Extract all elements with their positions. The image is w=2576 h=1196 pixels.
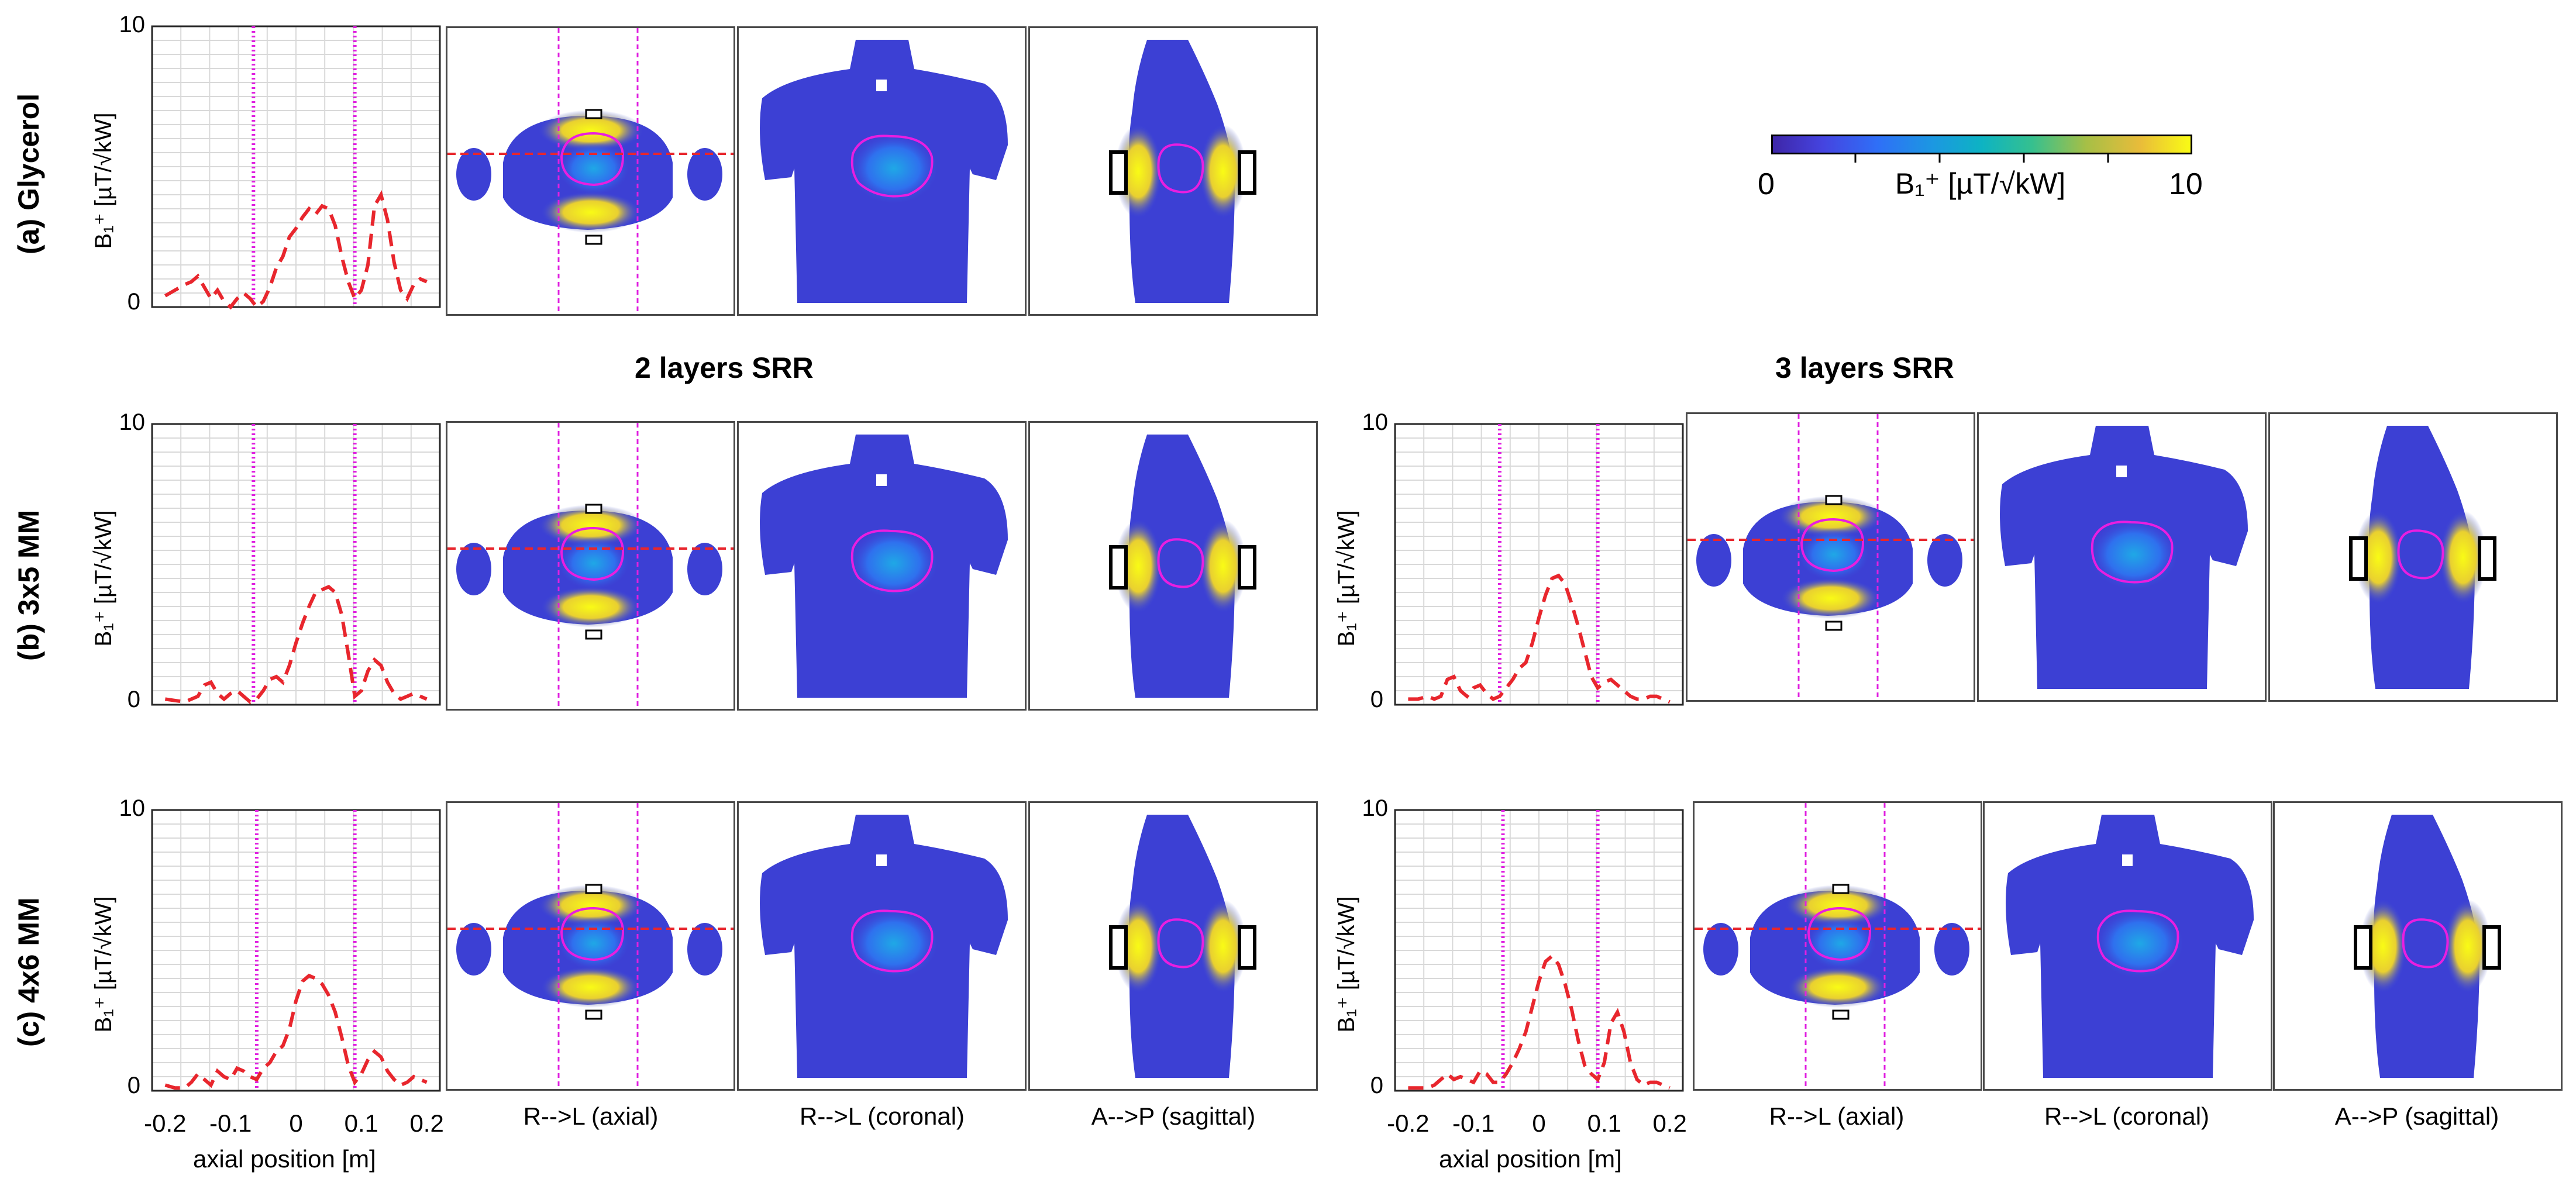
axial-map-3x5-3layers — [1686, 412, 1975, 702]
coronal-map-glycerol — [737, 26, 1027, 316]
profile-line — [164, 584, 428, 704]
colorbar-label: B₁⁺ [µT/√kW] — [1895, 167, 2066, 200]
profile-plot-3x5-3layers: 0 10 B₁⁺ [µT/√kW] — [1319, 409, 1693, 714]
sagittal-map-4x6-2layers — [1028, 801, 1318, 1091]
section-title-2-layers: 2 layers SRR — [635, 351, 814, 384]
coronal-picture — [2000, 426, 2248, 689]
grid — [1395, 424, 1683, 705]
profile-plot-4x6-2layers: 0 10 B₁⁺ [µT/√kW] -0.2 -0.1 0 0.1 0.2 — [76, 795, 450, 1137]
xtick-label: 0.2 — [1652, 1109, 1686, 1137]
ylabel: B₁⁺ [µT/√kW] — [1334, 511, 1359, 647]
xlabel-3layers: axial position [m] — [1439, 1145, 1622, 1173]
axial-picture — [1688, 414, 1974, 700]
sagittal-map-3x5-2layers — [1028, 421, 1318, 711]
xtick-label: -0.1 — [1452, 1109, 1494, 1137]
ylabel: B₁⁺ [µT/√kW] — [91, 897, 116, 1033]
sagittal-map-glycerol — [1028, 26, 1318, 316]
axes-frame — [151, 809, 441, 1092]
caption-coronal-2layers: R-->L (coronal) — [799, 1102, 965, 1130]
ylabel: B₁⁺ [µT/√kW] — [91, 113, 116, 249]
colorbar — [1771, 135, 2192, 154]
axes-frame — [1394, 809, 1684, 1092]
profile-svg: 0 10 B₁⁺ [µT/√kW] — [91, 12, 441, 315]
profile-svg: 0 10 B₁⁺ [µT/√kW] — [1334, 795, 1684, 1098]
grid — [152, 424, 440, 705]
caption-sagittal-3layers: A-->P (sagittal) — [2334, 1102, 2499, 1130]
coronal-map-3x5-3layers — [1977, 412, 2267, 702]
ylabel: B₁⁺ [µT/√kW] — [91, 511, 116, 647]
grid — [152, 26, 440, 307]
profile-line — [164, 973, 428, 1090]
sagittal-picture — [2349, 426, 2496, 689]
axial-map-4x6-2layers — [446, 801, 735, 1091]
sagittal-map-3x5-3layers — [2268, 412, 2558, 702]
axial-map-3x5-2layers — [446, 421, 735, 711]
coronal-map-3x5-2layers — [737, 421, 1027, 711]
ytick-label: 0 — [1370, 687, 1383, 712]
axial-map-4x6-3layers — [1693, 801, 1982, 1091]
sagittal-map-4x6-3layers — [2273, 801, 2563, 1091]
coronal-picture — [760, 40, 1008, 303]
ytick-label: 10 — [119, 409, 146, 435]
colorbar-min-label: 0 — [1758, 167, 1775, 201]
caption-coronal-3layers: R-->L (coronal) — [2044, 1102, 2210, 1130]
xtick-label: 0 — [1532, 1109, 1545, 1137]
ytick-label: 10 — [1362, 409, 1389, 435]
coronal-picture — [760, 435, 1008, 698]
ytick-label: 0 — [128, 289, 140, 315]
row-label-4x6-mm: (c) 4x6 MM — [12, 897, 45, 1047]
grid — [1395, 810, 1683, 1091]
row-label-3x5-mm: (b) 3x5 MM — [12, 509, 45, 661]
profile-plot-4x6-3layers: 0 10 B₁⁺ [µT/√kW] -0.2 -0.1 0 0.1 0.2 — [1319, 795, 1693, 1137]
profile-line — [1408, 953, 1671, 1090]
xlabel-2layers: axial position [m] — [193, 1145, 376, 1173]
profile-line — [1408, 573, 1671, 704]
sagittal-picture — [1109, 815, 1256, 1078]
axial-picture — [1695, 803, 1981, 1089]
axial-map-glycerol — [446, 26, 735, 316]
axial-picture — [447, 423, 733, 709]
xtick-strip: -0.2 -0.1 0 0.1 0.2 — [144, 1109, 444, 1137]
profile-svg: 0 10 B₁⁺ [µT/√kW] — [1334, 409, 1684, 712]
profile-plot-3x5-2layers: 0 10 B₁⁺ [µT/√kW] — [76, 409, 450, 714]
sagittal-picture — [2354, 815, 2501, 1078]
xtick-label: 0.1 — [1587, 1109, 1621, 1137]
ytick-label: 0 — [128, 687, 140, 712]
sagittal-picture — [1109, 435, 1256, 698]
colorbar-max-label: 10 — [2169, 167, 2203, 201]
caption-sagittal-2layers: A-->P (sagittal) — [1091, 1102, 1256, 1130]
row-label-glycerol: (a) Glycerol — [12, 93, 45, 254]
grid — [152, 810, 440, 1091]
ytick-label: 0 — [128, 1073, 140, 1098]
ytick-label: 10 — [119, 12, 146, 37]
coronal-map-4x6-3layers — [1983, 801, 2272, 1091]
ylabel: B₁⁺ [µT/√kW] — [1334, 897, 1359, 1033]
caption-axial-2layers: R-->L (axial) — [523, 1102, 659, 1130]
section-title-3-layers: 3 layers SRR — [1775, 351, 1954, 384]
caption-axial-3layers: R-->L (axial) — [1769, 1102, 1905, 1130]
xtick-label: 0.1 — [345, 1109, 378, 1137]
coronal-picture — [2006, 815, 2254, 1078]
axes-frame — [151, 25, 441, 308]
xtick-label: -0.1 — [209, 1109, 252, 1137]
xtick-label: 0 — [289, 1109, 302, 1137]
coronal-picture — [760, 815, 1008, 1078]
axes-frame — [1394, 423, 1684, 706]
profile-svg: 0 10 B₁⁺ [µT/√kW] — [91, 795, 441, 1098]
xtick-strip: -0.2 -0.1 0 0.1 0.2 — [1387, 1109, 1687, 1137]
profile-svg: 0 10 B₁⁺ [µT/√kW] — [91, 409, 441, 712]
ytick-label: 0 — [1370, 1073, 1383, 1098]
axes-frame — [151, 423, 441, 706]
xtick-label: -0.2 — [144, 1109, 186, 1137]
axial-picture — [447, 28, 733, 314]
ytick-label: 10 — [1362, 795, 1389, 821]
xtick-label: -0.2 — [1387, 1109, 1429, 1137]
xtick-label: 0.2 — [409, 1109, 443, 1137]
axial-picture — [447, 803, 733, 1089]
sagittal-picture — [1109, 40, 1256, 303]
coronal-map-4x6-2layers — [737, 801, 1027, 1091]
ytick-label: 10 — [119, 795, 146, 821]
colorbar-ticks — [1771, 154, 2192, 163]
profile-plot-glycerol: 0 10 B₁⁺ [µT/√kW] — [76, 12, 450, 316]
